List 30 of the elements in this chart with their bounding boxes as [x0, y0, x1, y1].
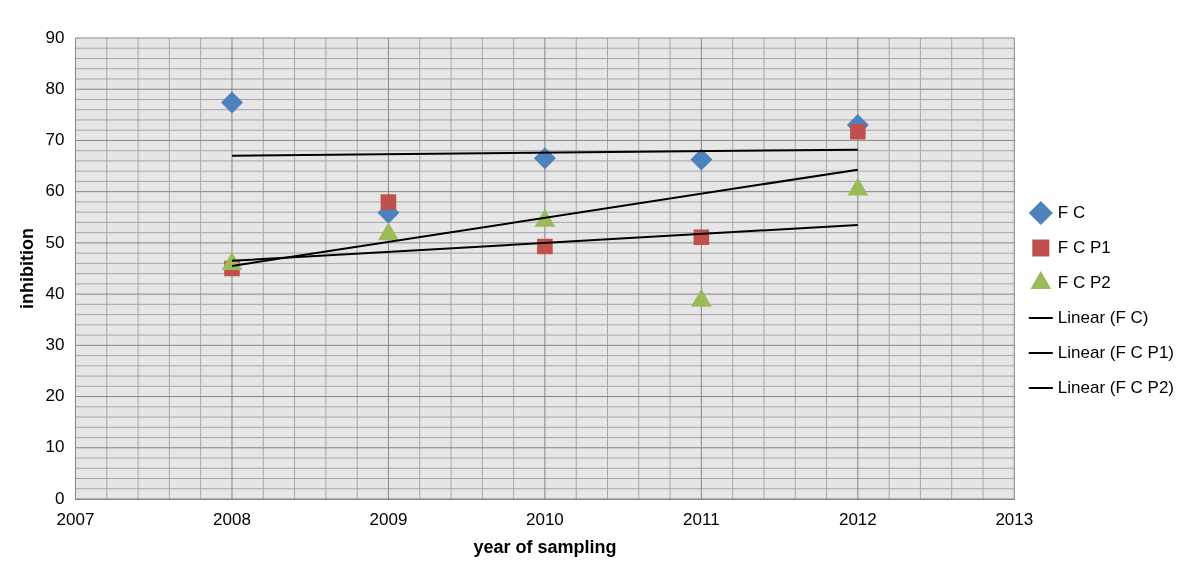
point: [380, 194, 397, 210]
legend-label: Linear (F C P2): [1057, 377, 1174, 397]
legend-label: F C: [1057, 202, 1086, 222]
y-tick-label: 60: [45, 181, 65, 201]
point: [220, 91, 243, 114]
legend-label: F C P1: [1057, 237, 1111, 257]
x-tick-label: 2009: [369, 509, 408, 529]
x-tick-label: 2007: [56, 509, 95, 529]
legend-label: Linear (F C P1): [1057, 342, 1174, 362]
y-tick-label: 10: [45, 437, 65, 457]
point: [690, 148, 713, 171]
y-tick-label: 50: [45, 232, 65, 252]
y-tick-label: 80: [45, 78, 65, 98]
point: [850, 123, 866, 140]
legend-label: F C P2: [1057, 272, 1111, 292]
y-tick-label: 0: [55, 488, 65, 508]
y-tick-label: 30: [45, 335, 65, 355]
x-tick-label: 2013: [995, 509, 1034, 529]
point: [533, 147, 556, 170]
x-tick-label: 2010: [525, 509, 564, 529]
legend-label: Linear (F C): [1057, 307, 1149, 327]
x-tick-label: 2011: [683, 509, 720, 529]
y-tick-label: 20: [45, 386, 65, 406]
y-tick-label: 90: [45, 27, 65, 47]
y-tick-label: 40: [45, 283, 65, 303]
y-axis-title: inhibition: [16, 228, 37, 309]
y-tick-label: 70: [45, 130, 65, 150]
x-tick-label: 2008: [213, 509, 251, 529]
x-axis-title: year of sampling: [473, 537, 617, 558]
x-tick-label: 2012: [838, 509, 877, 529]
